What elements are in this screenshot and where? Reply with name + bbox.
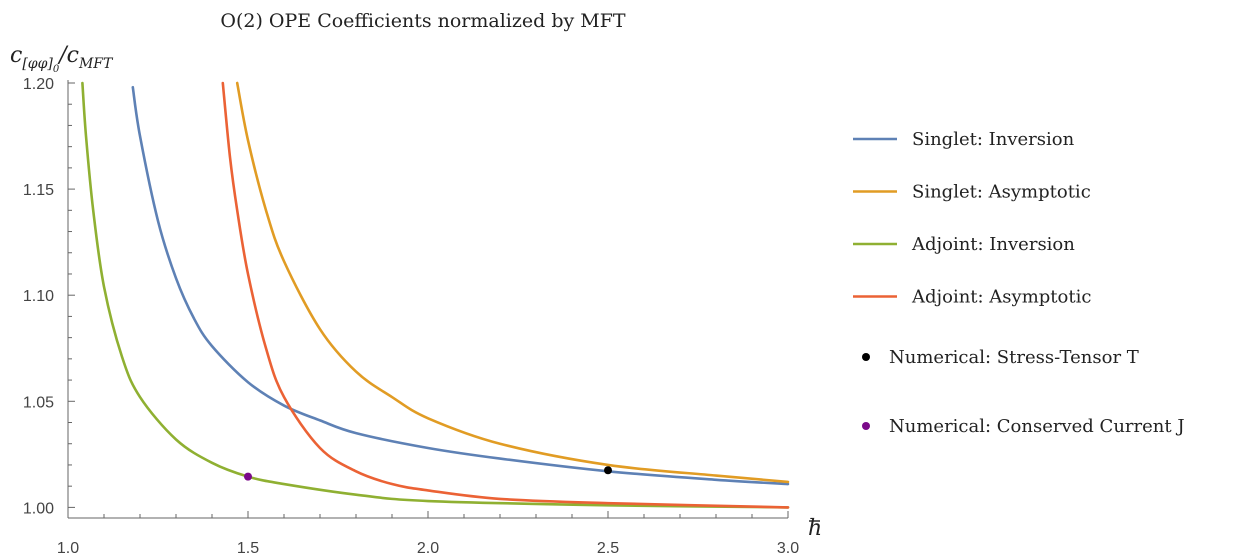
series-line-singlet-asymptotic [235, 81, 790, 484]
x-axis-label: h [808, 516, 822, 541]
data-point-numerical-conserved-current-j [244, 472, 252, 481]
legend-label: Singlet: Asymptotic [912, 182, 1091, 203]
legend-label: Singlet: Inversion [912, 129, 1075, 150]
data-point-numerical-stress-tensor-t [604, 466, 612, 475]
legend-label: Adjoint: Inversion [911, 234, 1075, 255]
y-tick-label: 1.05 [23, 394, 54, 411]
x-tick-label: 2.5 [597, 540, 619, 556]
y-tick-label: 1.20 [23, 76, 54, 93]
y-tick-label: 1.15 [23, 182, 54, 199]
legend-marker [862, 353, 870, 361]
svg-text:h: h [808, 516, 822, 541]
legend-label: Adjoint: Asymptotic [911, 287, 1091, 308]
y-axis-label: c[φφ]0/cMFT [10, 43, 114, 75]
y-tick-label: 1.00 [23, 500, 54, 517]
y-tick-label: 1.10 [23, 288, 54, 305]
legend-marker [862, 422, 870, 430]
series-line-adjoint-inversion [81, 81, 790, 509]
x-tick-label: 3.0 [777, 540, 799, 556]
series-line-adjoint-asymptotic [221, 81, 790, 509]
legend-label: Numerical: Stress-Tensor T [889, 347, 1139, 368]
legend-label: Numerical: Conserved Current J [889, 416, 1185, 437]
series-line-singlet-inversion [131, 85, 790, 486]
x-tick-label: 2.0 [417, 540, 439, 556]
series-group [81, 81, 790, 509]
x-tick-label: 1.0 [57, 540, 79, 556]
x-tick-label: 1.5 [237, 540, 259, 556]
chart-title: O(2) OPE Coefficients normalized by MFT [220, 10, 626, 32]
